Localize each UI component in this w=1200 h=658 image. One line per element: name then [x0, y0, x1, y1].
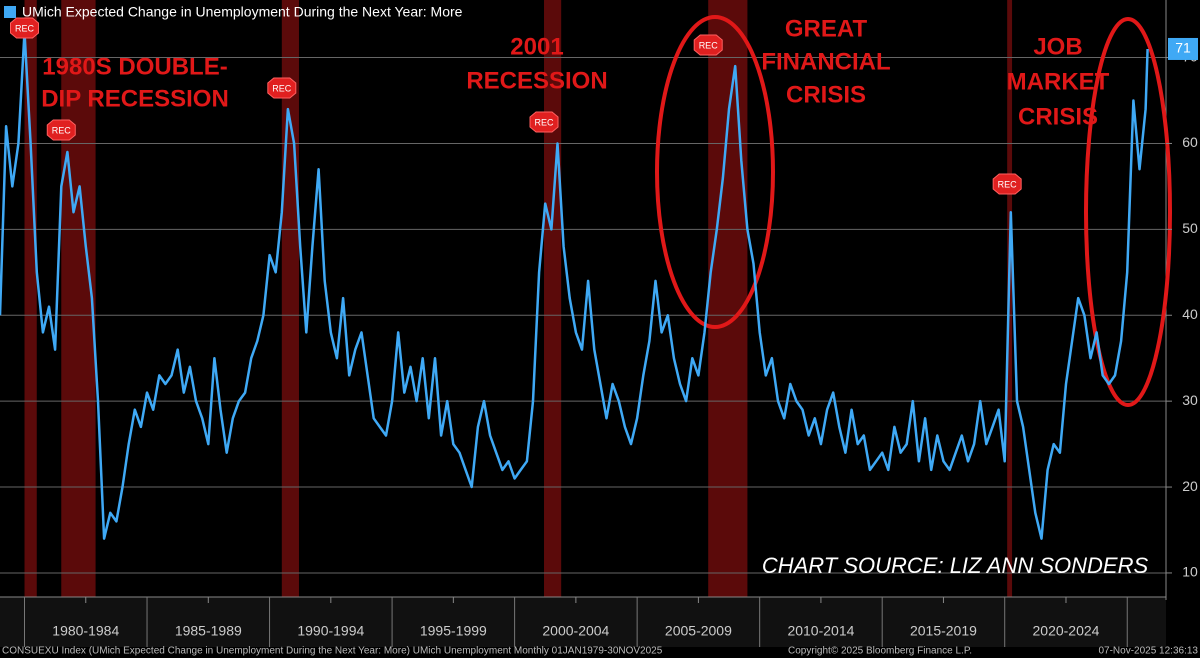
footer-middle: Copyright© 2025 Bloomberg Finance L.P.	[788, 646, 972, 657]
x-tick-label: 1985-1989	[175, 623, 242, 639]
y-tick-label: 60	[1182, 134, 1198, 150]
rec-marker	[529, 111, 559, 133]
annotation: GREAT	[785, 15, 868, 42]
y-tick-label: 30	[1182, 392, 1198, 408]
annotation: MARKET	[1007, 68, 1110, 95]
last-value-label: 71	[1175, 40, 1191, 56]
annotation: 2001	[510, 33, 563, 60]
annotation: 1980S DOUBLE-	[42, 53, 227, 80]
x-tick-label: 2005-2009	[665, 623, 732, 639]
annotation: CRISIS	[1018, 103, 1098, 130]
recession-band	[24, 0, 37, 597]
x-tick-label: 2015-2019	[910, 623, 977, 639]
y-tick-label: 50	[1182, 220, 1198, 236]
y-tick-label: 20	[1182, 478, 1198, 494]
y-tick-label: 40	[1182, 306, 1198, 322]
footer-right: 07-Nov-2025 12:36:13	[1098, 646, 1198, 657]
rec-label: REC	[52, 125, 72, 135]
rec-marker	[46, 119, 76, 141]
annotation: DIP RECESSION	[41, 85, 229, 112]
annotation: RECESSION	[466, 67, 607, 94]
rec-label: REC	[15, 23, 35, 33]
rec-label: REC	[998, 179, 1018, 189]
legend-swatch	[4, 6, 16, 18]
legend-label: UMich Expected Change in Unemployment Du…	[22, 4, 463, 20]
rec-label: REC	[699, 40, 719, 50]
rec-marker	[992, 173, 1022, 195]
data-line	[0, 30, 1149, 540]
y-tick-label: 10	[1182, 564, 1198, 580]
annotation: JOB	[1033, 33, 1082, 60]
rec-marker	[10, 17, 40, 39]
recession-band	[61, 0, 96, 597]
x-tick-label: 1990-1994	[297, 623, 364, 639]
highlight-ellipse	[1084, 17, 1172, 407]
x-tick-label: 2020-2024	[1033, 623, 1100, 639]
highlight-ellipse	[655, 15, 775, 329]
x-tick-label: 1980-1984	[52, 623, 119, 639]
x-tick-label: 1995-1999	[420, 623, 487, 639]
rec-label: REC	[272, 83, 292, 93]
rec-label: REC	[535, 117, 555, 127]
x-tick-label: 2010-2014	[787, 623, 854, 639]
footer-left: CONSUEXU Index (UMich Expected Change in…	[2, 646, 663, 657]
last-value-box	[1168, 37, 1198, 60]
rec-marker	[693, 34, 723, 56]
rec-marker	[267, 77, 297, 99]
source-note: CHART SOURCE: LIZ ANN SONDERS	[762, 553, 1149, 578]
annotation: FINANCIAL	[761, 48, 890, 75]
x-axis-band	[0, 597, 1166, 647]
x-tick-label: 2000-2004	[542, 623, 609, 639]
annotation: CRISIS	[786, 81, 866, 108]
recession-band	[708, 0, 748, 597]
